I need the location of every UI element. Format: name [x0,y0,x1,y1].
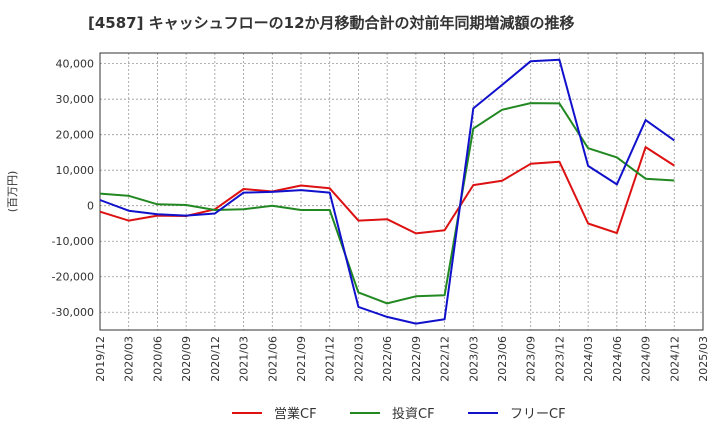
series-lines [99,58,675,325]
y-tick-label: -20,000 [52,271,94,284]
y-tick-label: 20,000 [56,129,95,142]
x-tick-label: 2022/06 [381,336,394,382]
y-axis-label: (百万円) [6,171,19,213]
x-tick-label: 2022/12 [439,336,452,382]
x-tick-label: 2023/09 [525,336,538,382]
x-tick-label: 2022/09 [410,336,423,382]
y-tick-label: 40,000 [56,58,95,71]
axes: 2019/12 2020/03 2020/06 2020/09 2020/12 2021/… [6,52,710,382]
y-tick-label: -30,000 [52,306,94,319]
legend-label: 投資CF [392,406,435,422]
x-tick-label: 2020/09 [180,336,193,382]
x-tick-label: 2021/03 [238,336,251,382]
x-tick-label: 2024/09 [640,336,653,382]
x-tick-label: 2023/03 [467,336,480,382]
x-tick-label: 2022/03 [352,336,365,382]
legend: 営業CF 投資CF フリーCF [232,406,566,422]
x-tick-label: 2020/12 [209,336,222,382]
x-tick-label: 2021/06 [266,336,279,382]
x-tick-label: 2020/03 [123,336,136,382]
y-tick-label: 0 [87,200,94,213]
x-tick-label: 2024/03 [582,336,595,382]
chart-title: [4587] キャッシュフローの12か月移動合計の対前年同期増減額の推移 [88,14,575,32]
x-tick-label: 2021/09 [295,336,308,382]
x-tick-label: 2020/06 [151,336,164,382]
x-tick-label: 2025/03 [697,336,710,382]
x-tick-label: 2023/06 [496,336,509,382]
legend-label: 営業CF [274,406,317,422]
x-tick-label: 2024/12 [668,336,681,382]
plot-frame [99,52,704,331]
series-line-1 [99,146,675,235]
x-tick-label: 2024/06 [611,336,624,382]
grid [100,53,703,330]
x-tick-label: 2023/12 [553,336,566,382]
legend-label: フリーCF [510,407,566,422]
y-tick-label: 30,000 [56,93,95,106]
y-tick-label: -10,000 [52,235,94,248]
x-tick-label: 2019/12 [94,336,107,382]
y-tick-label: 10,000 [56,164,95,177]
series-line-3 [99,58,675,325]
x-tick-label: 2021/12 [324,336,337,382]
